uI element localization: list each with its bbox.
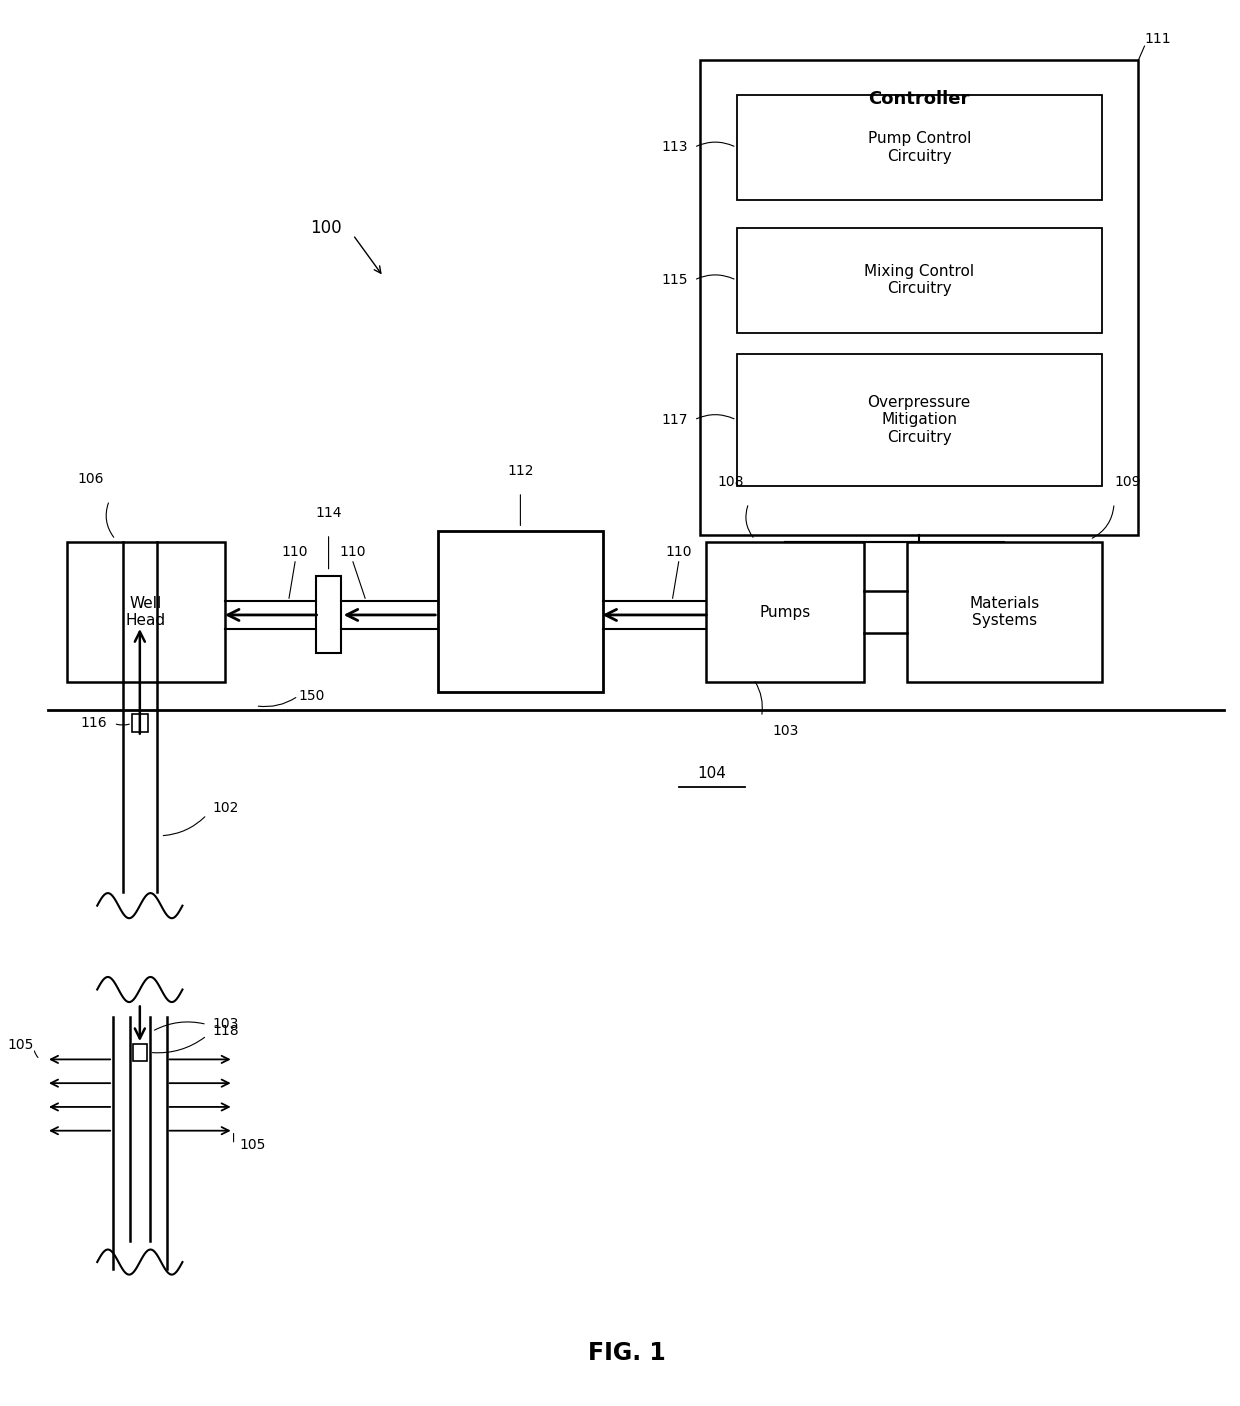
Text: 103: 103 <box>213 1018 239 1032</box>
Text: Mixing Control
Circuitry: Mixing Control Circuitry <box>864 264 975 297</box>
Text: Materials
Systems: Materials Systems <box>970 596 1039 628</box>
Text: 114: 114 <box>315 506 342 520</box>
Text: Overpressure
Mitigation
Circuitry: Overpressure Mitigation Circuitry <box>868 395 971 444</box>
Text: 110: 110 <box>340 546 366 560</box>
Text: 118: 118 <box>213 1025 239 1039</box>
Bar <box>701 60 1138 536</box>
Bar <box>67 543 226 682</box>
Text: 112: 112 <box>507 464 533 478</box>
Text: 102: 102 <box>213 801 239 815</box>
Text: 109: 109 <box>1114 475 1141 489</box>
Text: 100: 100 <box>310 219 342 236</box>
Bar <box>133 1045 148 1060</box>
Bar <box>737 228 1102 333</box>
Text: 105: 105 <box>7 1039 33 1053</box>
Bar <box>737 353 1102 486</box>
Text: Pump Control
Circuitry: Pump Control Circuitry <box>868 131 971 163</box>
Text: 104: 104 <box>698 766 727 780</box>
Text: 110: 110 <box>281 546 309 560</box>
Bar <box>706 543 864 682</box>
Text: 105: 105 <box>239 1137 267 1152</box>
Text: 113: 113 <box>661 141 688 155</box>
Text: 117: 117 <box>661 413 688 427</box>
Text: 106: 106 <box>78 472 104 486</box>
Bar <box>316 576 341 652</box>
Text: Well
Head: Well Head <box>125 596 166 628</box>
Text: Controller: Controller <box>868 90 970 108</box>
Bar <box>737 96 1102 200</box>
Bar <box>131 714 148 733</box>
Text: 108: 108 <box>717 475 744 489</box>
Text: 110: 110 <box>666 546 692 560</box>
Text: 115: 115 <box>661 273 688 287</box>
Text: 116: 116 <box>81 716 108 730</box>
Bar <box>438 531 603 692</box>
Text: FIG. 1: FIG. 1 <box>588 1341 666 1365</box>
Text: 111: 111 <box>1145 32 1171 46</box>
Text: 150: 150 <box>298 689 325 703</box>
Bar <box>906 543 1102 682</box>
Text: Pumps: Pumps <box>760 605 811 620</box>
Text: 103: 103 <box>773 724 799 738</box>
